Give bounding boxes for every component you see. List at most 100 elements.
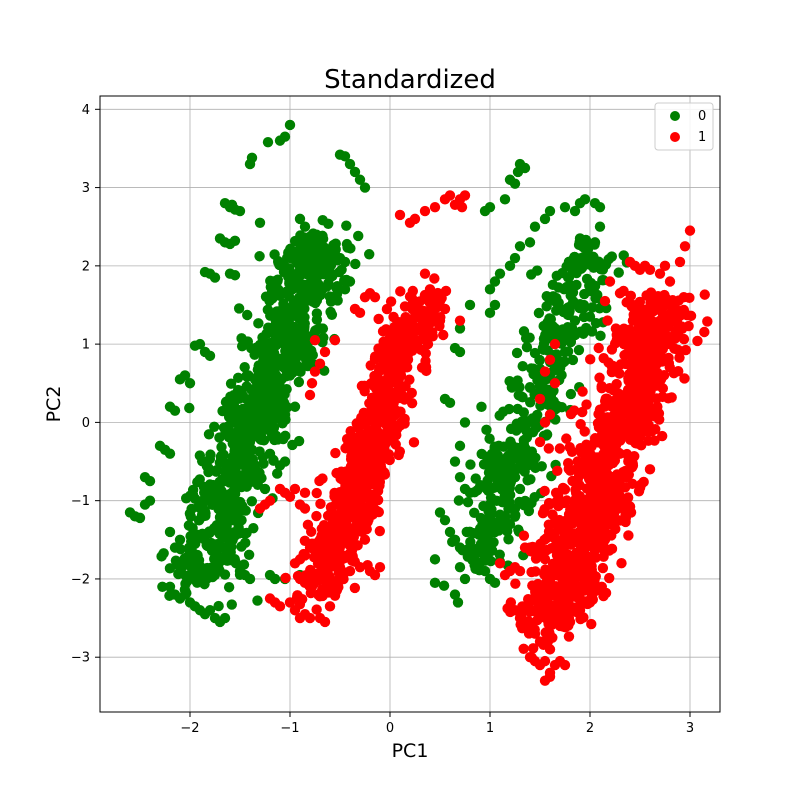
data-point <box>289 483 301 495</box>
data-point <box>164 563 176 574</box>
data-point <box>584 311 596 322</box>
data-point <box>626 419 638 430</box>
legend: 0 1 <box>654 102 714 151</box>
data-point <box>454 315 466 326</box>
data-point <box>333 488 345 500</box>
data-point <box>491 495 502 506</box>
data-point <box>531 265 543 276</box>
data-point <box>265 368 277 379</box>
data-point <box>388 311 399 323</box>
data-point <box>284 597 296 608</box>
data-point <box>299 487 311 499</box>
data-point <box>683 320 694 332</box>
data-point <box>454 542 466 553</box>
data-point <box>144 495 156 506</box>
data-point <box>577 406 588 418</box>
data-point <box>339 284 351 295</box>
data-point <box>509 503 521 514</box>
data-point <box>207 479 219 491</box>
data-point <box>559 484 571 495</box>
data-point <box>519 435 530 446</box>
data-point <box>544 644 556 655</box>
data-point <box>186 503 197 515</box>
data-point <box>359 182 371 193</box>
data-point <box>383 435 394 446</box>
data-point <box>214 457 226 468</box>
x-tick-label: −1 <box>280 721 299 736</box>
data-point <box>573 344 585 356</box>
data-point <box>440 285 452 297</box>
data-point <box>260 424 272 435</box>
data-point <box>616 558 627 569</box>
data-point <box>250 474 261 486</box>
legend-label-1: 1 <box>698 130 706 145</box>
data-point <box>511 347 523 359</box>
data-point <box>639 343 650 354</box>
data-point <box>438 580 450 591</box>
data-point <box>524 237 536 248</box>
data-point <box>574 233 586 244</box>
data-point <box>246 496 258 507</box>
data-point <box>526 497 537 509</box>
data-point <box>625 290 637 301</box>
data-point <box>593 342 604 354</box>
data-point <box>373 313 384 325</box>
data-point <box>169 542 181 553</box>
data-point <box>678 333 690 345</box>
data-point <box>333 544 344 556</box>
data-point <box>449 199 461 210</box>
data-point <box>553 556 565 568</box>
data-point <box>277 418 288 429</box>
data-point <box>309 255 320 266</box>
data-point <box>223 582 235 593</box>
data-point <box>345 243 356 254</box>
data-point <box>345 425 356 437</box>
data-point <box>292 590 303 601</box>
data-point <box>583 473 595 485</box>
data-point <box>569 405 580 416</box>
data-point <box>294 213 306 225</box>
data-point <box>596 382 607 394</box>
data-point <box>484 433 495 444</box>
data-point <box>288 331 299 343</box>
data-point <box>464 487 476 499</box>
data-point <box>429 201 441 213</box>
data-point <box>556 402 568 413</box>
data-point <box>409 213 421 225</box>
data-point <box>513 389 524 401</box>
data-point <box>374 433 386 444</box>
data-point <box>377 326 389 337</box>
data-point <box>543 443 554 454</box>
data-point <box>309 366 321 377</box>
data-point <box>334 149 346 160</box>
data-point <box>280 349 292 360</box>
data-point <box>429 273 440 284</box>
data-point <box>308 578 319 589</box>
data-point <box>179 589 191 600</box>
data-point <box>518 643 529 654</box>
data-point <box>174 374 186 385</box>
data-point <box>234 205 246 217</box>
data-point <box>557 589 569 600</box>
data-point <box>351 418 362 429</box>
data-point <box>226 599 237 610</box>
data-point <box>288 282 300 294</box>
data-point <box>699 326 710 338</box>
data-point <box>338 573 349 585</box>
data-point <box>204 350 216 362</box>
data-point <box>553 355 564 366</box>
data-point <box>272 386 283 397</box>
data-point <box>476 401 487 413</box>
data-point <box>262 136 274 148</box>
data-point <box>595 330 606 342</box>
data-point <box>483 467 495 478</box>
data-point <box>509 605 521 616</box>
data-point <box>547 570 558 581</box>
data-point <box>489 442 500 454</box>
data-point <box>402 349 414 360</box>
data-point <box>550 497 561 508</box>
data-point <box>302 279 314 290</box>
data-point <box>346 472 358 484</box>
data-point <box>232 390 243 402</box>
